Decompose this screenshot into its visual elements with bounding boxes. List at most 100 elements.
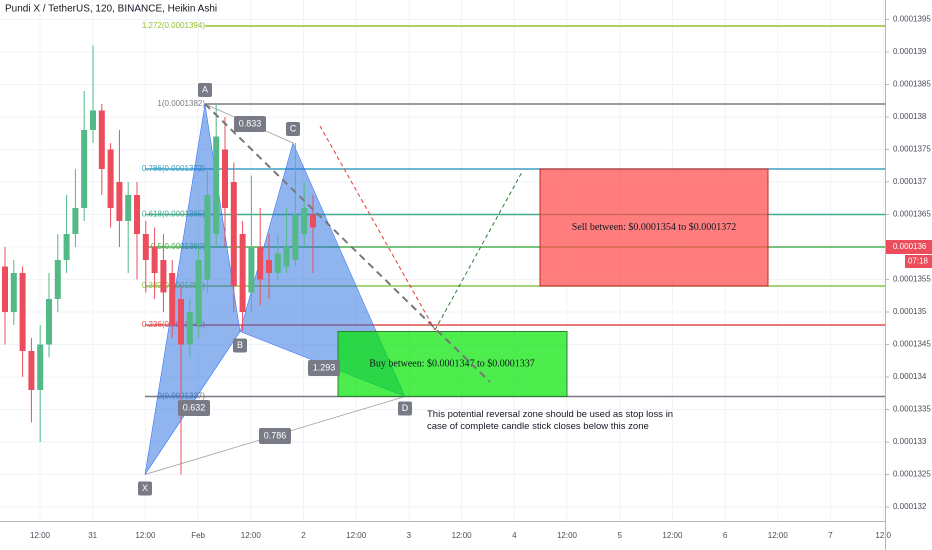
candle-body	[257, 247, 264, 280]
last-price-badge	[886, 240, 932, 254]
candle-body	[151, 247, 158, 273]
x-tick-label: 12:00	[452, 531, 473, 540]
candle-body	[28, 351, 35, 390]
candle-body	[142, 234, 149, 260]
candle-body	[310, 214, 316, 228]
point-badge	[138, 481, 152, 496]
point-badge	[286, 122, 300, 136]
candle-body	[222, 149, 228, 208]
candle-body	[19, 273, 26, 351]
last-price: 0.000136	[893, 242, 927, 251]
buy-zone	[337, 331, 568, 397]
x-tick-label: 12:0	[875, 531, 891, 540]
candle-body	[213, 136, 220, 234]
grid	[0, 0, 885, 521]
x-tick-label: Feb	[191, 531, 205, 540]
sell-zone-text: Sell between: $0.0001354 to $0.0001372	[572, 222, 736, 233]
point-label: X	[142, 483, 148, 493]
y-tick-label: 0.0001365	[893, 210, 931, 219]
y-tick-label: 0.000134	[893, 372, 927, 381]
ratio-label: 0.833	[239, 118, 262, 128]
note-line: case of complete candle stick closes bel…	[427, 421, 649, 432]
ratio-label: 0.632	[183, 402, 206, 412]
candle-body	[134, 195, 140, 234]
x-tick-label: 12:00	[135, 531, 156, 540]
fib-label: 0.5(0.0001360)	[151, 242, 206, 251]
x-tick-label: 12:00	[30, 531, 51, 540]
ratio-badge	[178, 400, 210, 416]
candle-body	[239, 234, 246, 312]
candle-body	[2, 266, 8, 312]
y-tick-label: 0.0001385	[893, 80, 931, 89]
ratio-badge	[234, 116, 266, 132]
candle-body	[72, 208, 79, 234]
point-badge	[398, 401, 412, 416]
y-tick-label: 0.0001355	[893, 275, 931, 284]
fib-label: 1(0.0001382)	[157, 99, 205, 108]
candle-body	[178, 299, 184, 345]
buy-zone-text: Buy between: $0.0001347 to $0.0001337	[369, 358, 535, 369]
x-tick-label: 5	[617, 531, 622, 540]
candle-body	[81, 130, 88, 208]
y-tick-label: 0.0001395	[893, 15, 931, 24]
x-tick-label: 12:00	[662, 531, 683, 540]
x-tick-label: 12:00	[346, 531, 367, 540]
fib-label: 0.786(0.0001372)	[142, 164, 206, 173]
point-label: C	[290, 123, 297, 133]
point-label: A	[202, 84, 208, 94]
dash-line	[434, 171, 523, 331]
x-tick-label: 31	[88, 531, 97, 540]
y-tick-label: 0.0001375	[893, 145, 931, 154]
y-tick-label: 0.000137	[893, 177, 927, 186]
dash-line	[204, 103, 491, 383]
candle-body	[90, 110, 96, 130]
candle-body	[283, 247, 290, 267]
point-badge	[198, 83, 212, 97]
x-tick-label: 4	[512, 531, 517, 540]
ratio-badge	[308, 360, 340, 376]
ratio-label: 0.786	[264, 430, 287, 440]
candle-body	[266, 260, 272, 273]
point-badge	[233, 338, 247, 353]
x-tick-label: 12:00	[241, 531, 262, 540]
x-tick-label: 6	[723, 531, 728, 540]
y-tick-label: 0.000135	[893, 307, 927, 316]
candle-body	[116, 182, 123, 221]
candle-body	[274, 253, 281, 273]
candle-body	[37, 344, 44, 390]
x-tick-label: 12:00	[557, 531, 578, 540]
fib-label: 1.272(0.0001394)	[142, 21, 206, 30]
x-tick-label: 12:00	[768, 531, 789, 540]
candle-body	[292, 214, 299, 260]
candle-body	[195, 260, 202, 325]
candle-body	[63, 234, 70, 260]
candle-body	[230, 182, 237, 286]
y-tick-label: 0.0001345	[893, 340, 931, 349]
note: This potential reversal zone should be u…	[427, 409, 673, 432]
candle-body	[186, 312, 193, 345]
fib-label: 0.618(0.0001365)	[142, 210, 206, 219]
y-tick-label: 0.0001335	[893, 405, 931, 414]
countdown-badge	[905, 255, 932, 268]
countdown: 07:18	[908, 257, 929, 266]
y-tick-label: 0.0001325	[893, 470, 931, 479]
y-tick-label: 0.000132	[893, 502, 927, 511]
note-line: This potential reversal zone should be u…	[427, 409, 673, 420]
y-tick-label: 0.000133	[893, 437, 927, 446]
chart-title: Pundi X / TetherUS, 120, BINANCE, Heikin…	[5, 4, 217, 15]
y-tick-label: 0.000138	[893, 112, 927, 121]
x-tick-label: 3	[407, 531, 412, 540]
point-label: B	[237, 340, 243, 350]
candle-body	[169, 273, 176, 325]
candle-body	[125, 195, 132, 221]
ratio-label: 1.293	[313, 362, 336, 372]
x-tick-label: 7	[828, 531, 833, 540]
plot: 0.000132 0.0001325 0.000133 0.0001335 0.0001…	[2, 15, 932, 540]
candle-body	[160, 260, 167, 293]
sell-zone	[539, 168, 769, 287]
point-label: D	[402, 403, 409, 413]
candle-body	[204, 195, 211, 280]
